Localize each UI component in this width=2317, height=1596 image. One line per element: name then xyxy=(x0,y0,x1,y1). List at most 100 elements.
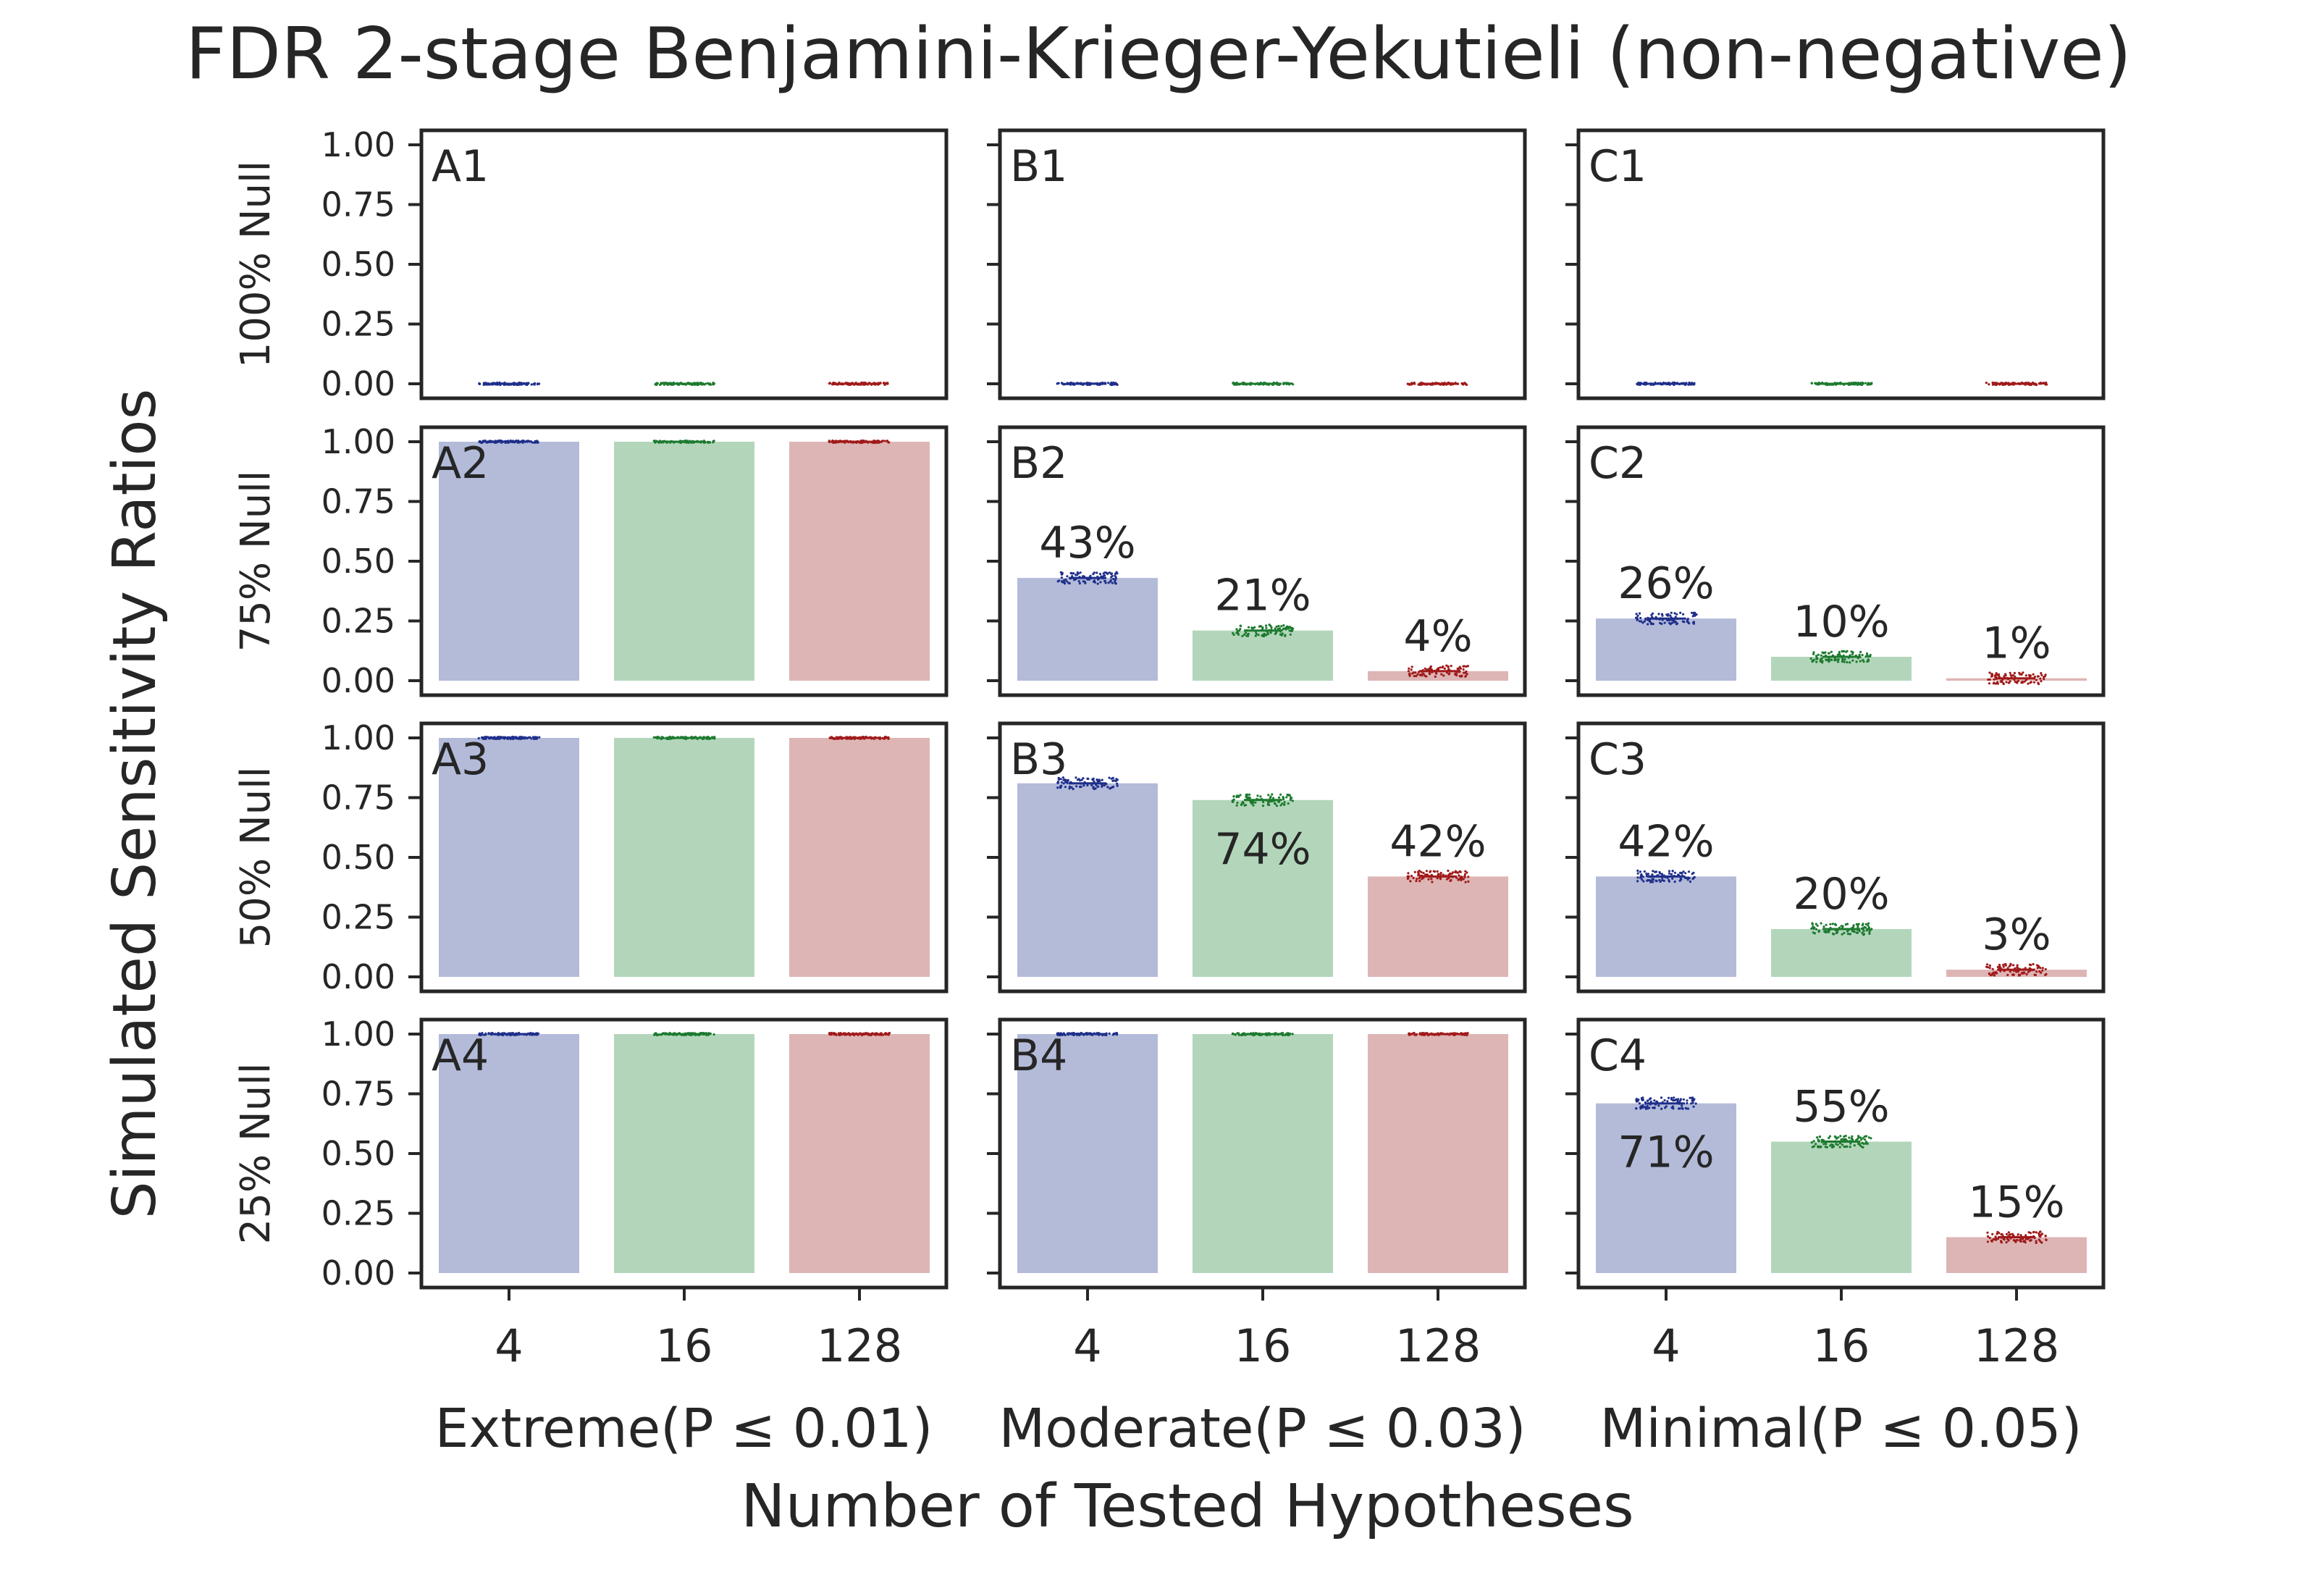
x-axis-label: Number of Tested Hypotheses xyxy=(741,1472,1633,1541)
value-label-b2-128: 4% xyxy=(1403,611,1472,662)
chart-title: FDR 2-stage Benjamini-Krieger-Yekutieli … xyxy=(185,13,2132,96)
bar-c2-128 xyxy=(1946,678,2087,681)
column-label: Extreme(P ≤ 0.01) xyxy=(435,1398,933,1460)
panel-label-b1: B1 xyxy=(1010,141,1067,192)
bar-a3-16 xyxy=(614,738,754,977)
panel-frame-c1 xyxy=(1576,128,2106,400)
panel-label-a3: A3 xyxy=(432,734,489,785)
bar-c4-4 xyxy=(1596,1103,1736,1273)
panel-c4: 71% 55% 15% C4 4 16 128 Minimal(P ≤ 0.05) xyxy=(1565,1017,2106,1460)
points-b4-128 xyxy=(1408,1031,1469,1037)
points-c3-4 xyxy=(1636,869,1696,883)
value-label-c3-128: 3% xyxy=(1982,910,2051,960)
points-c2-4 xyxy=(1635,611,1698,626)
points-c3-16 xyxy=(1810,922,1873,936)
bar-b3-128 xyxy=(1368,876,1508,977)
bar-b4-128 xyxy=(1368,1034,1508,1273)
x-tick-label: 4 xyxy=(495,1319,523,1372)
points-a1-16 xyxy=(654,381,716,387)
points-b3-128 xyxy=(1406,869,1470,883)
bar-c3-16 xyxy=(1771,929,1912,977)
bar-c3-128 xyxy=(1946,970,2087,977)
panel-label-c2: C2 xyxy=(1589,438,1647,489)
column-label: Minimal(P ≤ 0.05) xyxy=(1599,1398,2082,1460)
value-label-c4-128: 15% xyxy=(1968,1177,2064,1228)
points-c2-128 xyxy=(1987,671,2047,686)
points-a4-128 xyxy=(828,1031,891,1037)
bar-c4-128 xyxy=(1946,1237,2087,1273)
row-label: 100% Null xyxy=(232,161,279,368)
x-tick-label: 128 xyxy=(1395,1319,1481,1372)
y-tick-label: 0.50 xyxy=(321,838,395,877)
points-b1-4 xyxy=(1056,381,1119,387)
y-axis-label: Simulated Sensitivity Ratios xyxy=(101,389,169,1219)
bar-b3-4 xyxy=(1017,783,1158,977)
value-label-c3-4: 42% xyxy=(1618,816,1714,867)
bar-a2-16 xyxy=(614,442,754,681)
points-a1-4 xyxy=(478,381,541,387)
y-tick-label: 0.75 xyxy=(321,185,395,224)
panel-label-a1: A1 xyxy=(432,141,489,192)
y-tick-label: 1.00 xyxy=(321,1015,395,1054)
points-c4-128 xyxy=(1986,1230,2048,1244)
y-tick-label: 0.75 xyxy=(321,482,395,521)
points-b2-4 xyxy=(1056,571,1119,585)
points-c1-16 xyxy=(1810,381,1873,387)
bar-a4-4 xyxy=(439,1034,579,1273)
points-b2-16 xyxy=(1232,623,1295,638)
value-label-c3-16: 20% xyxy=(1793,869,1889,920)
bar-b4-4 xyxy=(1017,1034,1158,1273)
points-a3-4 xyxy=(477,736,541,741)
points-c4-16 xyxy=(1810,1135,1872,1148)
panel-label-b3: B3 xyxy=(1010,734,1067,785)
panel-a3: A3 0.00 0.25 0.50 0.75 1.00 50% Null xyxy=(232,718,949,996)
y-tick-label: 0.00 xyxy=(321,1253,395,1293)
points-a2-16 xyxy=(652,440,715,445)
y-tick-label: 0.00 xyxy=(321,661,395,700)
points-a4-16 xyxy=(653,1031,715,1037)
panel-label-c4: C4 xyxy=(1589,1030,1647,1081)
y-tick-label: 0.25 xyxy=(321,305,395,344)
points-c1-128 xyxy=(1985,381,2048,387)
panel-c1: C1 xyxy=(1565,128,2106,400)
y-tick-label: 1.00 xyxy=(321,125,395,164)
y-tick-label: 0.25 xyxy=(321,602,395,641)
panels-group: A1 0.00 0.25 0.50 0.75 1.00 100% Null B1 C1 A2 0.0… xyxy=(232,125,2106,1460)
points-b3-4 xyxy=(1056,776,1119,791)
bar-c4-16 xyxy=(1771,1141,1912,1273)
panel-a1: A1 0.00 0.25 0.50 0.75 1.00 100% Null xyxy=(232,125,949,403)
points-c2-16 xyxy=(1809,650,1872,664)
x-tick-label: 16 xyxy=(1813,1319,1870,1372)
panel-c3: 42% 20% 3% C3 xyxy=(1565,721,2106,994)
panel-label-c1: C1 xyxy=(1589,141,1647,192)
y-tick-label: 0.25 xyxy=(321,1194,395,1233)
row-label: 50% Null xyxy=(232,767,279,949)
x-tick-label: 16 xyxy=(656,1319,713,1372)
bar-b2-4 xyxy=(1017,578,1158,681)
points-c3-128 xyxy=(1985,962,2048,977)
y-tick-label: 0.50 xyxy=(321,542,395,581)
panel-frame-b1 xyxy=(998,128,1527,400)
y-tick-label: 1.00 xyxy=(321,718,395,757)
points-a4-4 xyxy=(478,1031,540,1037)
panel-b1: B1 xyxy=(987,128,1527,400)
points-b1-16 xyxy=(1232,381,1295,387)
x-tick-label: 4 xyxy=(1652,1319,1680,1372)
y-tick-label: 0.00 xyxy=(321,957,395,996)
value-label-c2-4: 26% xyxy=(1618,558,1714,609)
x-tick-label: 128 xyxy=(817,1319,902,1372)
points-a1-128 xyxy=(828,381,889,387)
points-b3-16 xyxy=(1231,793,1294,807)
bar-a4-128 xyxy=(789,1034,930,1273)
column-label: Moderate(P ≤ 0.03) xyxy=(998,1398,1526,1460)
value-label-b2-16: 21% xyxy=(1214,571,1311,621)
value-label-c2-128: 1% xyxy=(1982,618,2051,669)
bar-b2-16 xyxy=(1193,630,1333,681)
bar-a3-4 xyxy=(439,738,579,977)
bar-a3-128 xyxy=(789,738,930,977)
panel-b4: B4 4 16 128 Moderate(P ≤ 0.03) xyxy=(987,1017,1527,1460)
panel-b3: 74% 42% B3 xyxy=(987,721,1527,994)
points-a3-128 xyxy=(828,735,890,741)
